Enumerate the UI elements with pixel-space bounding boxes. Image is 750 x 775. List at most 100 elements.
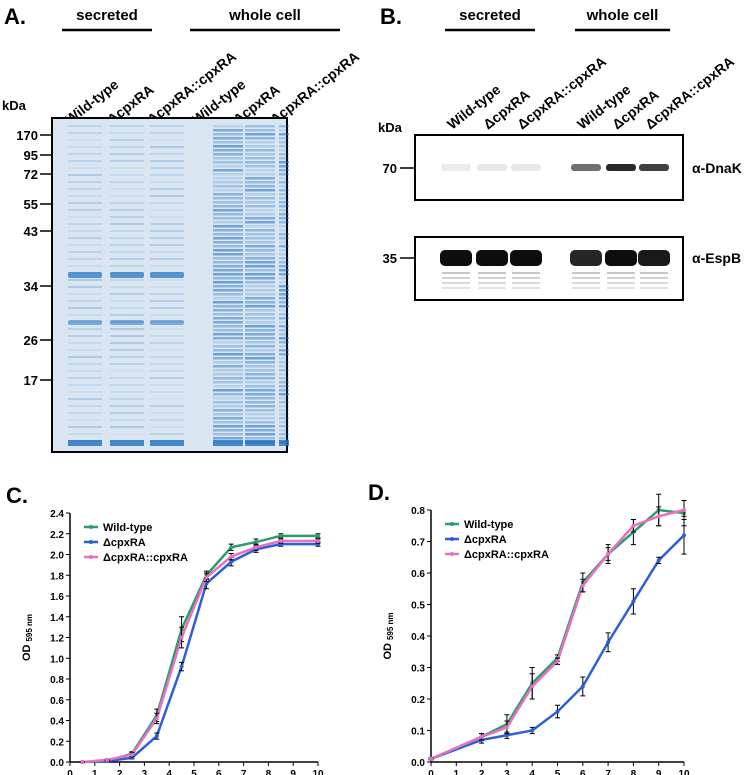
gel-band: [279, 201, 289, 204]
gel-band: [245, 201, 275, 204]
data-point: [530, 728, 535, 733]
y-tick-label: 0.4: [411, 632, 425, 643]
group-label: whole cell: [586, 7, 659, 24]
gel-band: [279, 225, 289, 228]
gel-band: [245, 125, 275, 128]
gel-band: [279, 281, 289, 284]
gel-band: [279, 253, 289, 256]
gel-band: [245, 185, 275, 188]
gel-band: [213, 181, 243, 184]
gel-band: [213, 377, 243, 380]
gel-band: [279, 425, 289, 428]
legend-marker: [450, 537, 454, 541]
gel-band: [68, 258, 102, 260]
gel-band: [110, 320, 144, 325]
gel-band: [150, 342, 184, 344]
gel-band: [245, 193, 275, 196]
gel-band: [150, 300, 184, 302]
y-tick-label: 2.0: [50, 551, 64, 562]
gel-band: [245, 305, 275, 308]
unit-label: kDa: [2, 98, 27, 113]
gel-band: [213, 261, 243, 264]
gel-band: [213, 157, 243, 160]
series-line: [430, 534, 685, 761]
data-point: [278, 539, 283, 544]
gel-band: [68, 216, 102, 218]
gel-band: [213, 149, 243, 152]
gel-band: [68, 391, 102, 393]
y-tick-label: 0.2: [50, 737, 64, 748]
gel-band: [213, 341, 243, 344]
gel-band: [150, 160, 184, 162]
gel-band: [279, 385, 289, 388]
gel-band: [68, 251, 102, 253]
gel-band: [245, 433, 275, 436]
gel-band: [213, 253, 243, 256]
data-point: [229, 545, 234, 550]
gel-band: [279, 305, 289, 308]
gel-band: [245, 389, 275, 392]
data-point: [316, 533, 320, 538]
gel-band: [245, 209, 275, 212]
data-point: [154, 734, 159, 739]
gel-band: [279, 353, 289, 356]
gel-band: [279, 297, 289, 300]
data-point: [656, 514, 661, 519]
gel-band: [245, 213, 275, 216]
gel-band: [279, 157, 289, 160]
gel-band: [245, 237, 275, 240]
blot-band: [570, 250, 602, 266]
gel-band: [245, 345, 275, 348]
gel-band: [110, 174, 144, 176]
gel-band: [279, 341, 289, 344]
gel-band: [279, 169, 289, 172]
gel-band: [279, 389, 289, 392]
gel-band: [110, 237, 144, 239]
gel-band: [213, 369, 243, 372]
x-tick-label: 0: [428, 769, 434, 775]
gel-band: [213, 305, 243, 308]
gel-band: [279, 317, 289, 320]
gel-band: [279, 145, 289, 148]
gel-band: [245, 333, 275, 336]
gel-band: [68, 237, 102, 239]
gel-band: [150, 412, 184, 414]
gel-band: [279, 309, 289, 312]
panel-label: A.: [4, 4, 26, 29]
gel-band: [213, 193, 243, 196]
data-point: [530, 684, 535, 689]
gel-band: [110, 265, 144, 267]
gel-band: [213, 269, 243, 272]
data-point: [80, 760, 85, 764]
gel-band: [150, 279, 184, 281]
gel-band: [213, 357, 243, 360]
blot-band: [639, 164, 669, 171]
x-tick-label: 5: [191, 769, 197, 775]
group-label: secreted: [76, 7, 138, 24]
gel-band: [245, 133, 275, 136]
gel-band: [213, 309, 243, 312]
gel-band: [68, 188, 102, 190]
gel-band: [245, 285, 275, 288]
gel-band: [213, 317, 243, 320]
gel-band: [68, 132, 102, 134]
data-point: [606, 640, 611, 645]
x-tick-label: 8: [266, 769, 272, 775]
gel-band: [150, 314, 184, 316]
gel-band: [213, 329, 243, 332]
gel-band: [110, 146, 144, 148]
y-tick-label: 2.4: [50, 509, 64, 520]
gel-band: [245, 357, 275, 360]
gel-band: [245, 437, 275, 440]
gel-band: [110, 132, 144, 134]
gel-band: [68, 328, 102, 330]
legend-label: ΔcpxRA::cpxRA: [464, 549, 549, 561]
blot-band: [442, 277, 470, 279]
gel-band: [245, 281, 275, 284]
gel-band: [213, 237, 243, 240]
x-tick-label: 9: [290, 769, 296, 775]
gel-band: [213, 425, 243, 428]
blot-band: [512, 272, 540, 274]
gel-band: [68, 293, 102, 295]
gel-band: [213, 169, 243, 172]
